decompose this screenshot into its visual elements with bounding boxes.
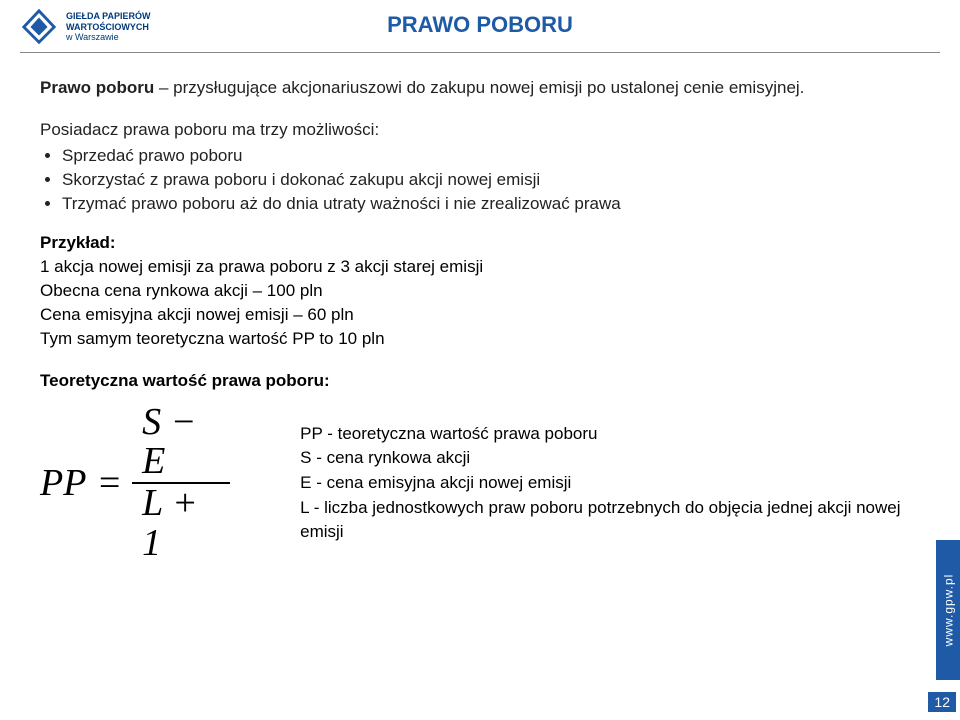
side-url-tab: www.gpw.pl — [936, 540, 960, 680]
example-line: 1 akcja nowej emisji za prawa poboru z 3… — [40, 255, 920, 279]
logo-text: GIEŁDA PAPIERÓW WARTOŚCIOWYCH w Warszawi… — [66, 11, 151, 43]
formula-numerator: S − E — [132, 403, 230, 483]
example-label: Przykład: — [40, 233, 920, 253]
side-url-text: www.gpw.pl — [941, 574, 955, 647]
intro-paragraph: Prawo poboru – przysługujące akcjonarius… — [40, 77, 920, 100]
option-item: Trzymać prawo poboru aż do dnia utraty w… — [62, 192, 920, 216]
page-title: PRAWO POBORU — [387, 12, 573, 38]
options-heading: Posiadacz prawa poboru ma trzy możliwośc… — [40, 120, 920, 140]
theoretical-label: Teoretyczna wartość prawa poboru: — [40, 371, 920, 391]
header: GIEŁDA PAPIERÓW WARTOŚCIOWYCH w Warszawi… — [0, 0, 960, 46]
content: Prawo poboru – przysługujące akcjonarius… — [0, 53, 960, 564]
logo-line3: w Warszawie — [66, 32, 151, 43]
legend-line: S - cena rynkowa akcji — [300, 446, 920, 471]
example-body: 1 akcja nowej emisji za prawa poboru z 3… — [40, 255, 920, 350]
intro-rest: – przysługujące akcjonariuszowi do zakup… — [154, 78, 804, 97]
logo-line1: GIEŁDA PAPIERÓW — [66, 11, 151, 22]
formula-row: PP = S − E L + 1 PP - teoretyczna wartoś… — [40, 403, 920, 565]
page-number: 12 — [928, 692, 956, 712]
formula-eq: = — [96, 461, 122, 505]
option-item: Skorzystać z prawa poboru i dokonać zaku… — [62, 168, 920, 192]
formula-denominator: L + 1 — [132, 484, 230, 564]
intro-lead: Prawo poboru — [40, 78, 154, 97]
gpw-logo-icon — [20, 8, 58, 46]
formula-legend: PP - teoretyczna wartość prawa poboru S … — [300, 422, 920, 545]
legend-line: PP - teoretyczna wartość prawa poboru — [300, 422, 920, 447]
logo: GIEŁDA PAPIERÓW WARTOŚCIOWYCH w Warszawi… — [20, 8, 151, 46]
example-line: Obecna cena rynkowa akcji – 100 pln — [40, 279, 920, 303]
legend-line: E - cena emisyjna akcji nowej emisji — [300, 471, 920, 496]
example-line: Cena emisyjna akcji nowej emisji – 60 pl… — [40, 303, 920, 327]
option-item: Sprzedać prawo poboru — [62, 144, 920, 168]
formula: PP = S − E L + 1 — [40, 403, 230, 565]
example-line: Tym samym teoretyczna wartość PP to 10 p… — [40, 327, 920, 351]
options-list: Sprzedać prawo poboru Skorzystać z prawa… — [62, 144, 920, 215]
formula-lhs: PP — [40, 461, 86, 505]
formula-fraction: S − E L + 1 — [132, 403, 230, 565]
legend-line: L - liczba jednostkowych praw poboru pot… — [300, 496, 920, 545]
logo-line2: WARTOŚCIOWYCH — [66, 22, 151, 33]
